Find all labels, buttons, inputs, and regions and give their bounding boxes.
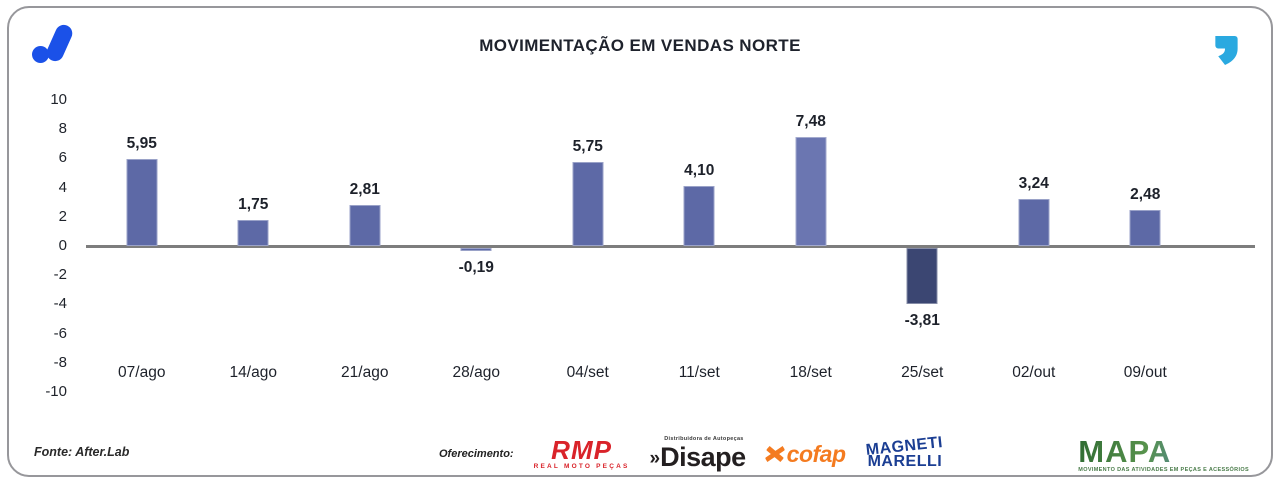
y-tick-label: 10 [50, 91, 67, 108]
x-axis-label: 28/ago [452, 364, 500, 381]
x-axis-label: 09/out [1123, 364, 1167, 381]
x-axis-label: 11/set [678, 364, 720, 381]
chart-column: 5,95 07/ago [86, 100, 198, 392]
chart-column: 3,24 02/out [978, 100, 1090, 392]
x-axis-label: 02/out [1012, 364, 1056, 381]
x-axis-label: 25/set [901, 364, 944, 381]
chart-column: -3,81 25/set [867, 100, 979, 392]
x-axis-label: 14/ago [229, 364, 277, 381]
bar-value-label: 7,48 [795, 112, 826, 130]
y-tick-label: -6 [53, 324, 67, 342]
x-axis-label: 07/ago [118, 364, 166, 381]
zero-line [86, 245, 1255, 248]
y-tick-label: -2 [53, 266, 67, 284]
rmp-tagline: REAL MOTO PEÇAS [533, 463, 630, 471]
afterlab-logo-dot [32, 46, 49, 63]
x-axis-label: 21/ago [341, 364, 389, 381]
sponsors-row: Oferecimento: RMP REAL MOTO PEÇAS Distri… [439, 430, 944, 475]
bar [237, 220, 269, 246]
afterlab-logo-icon [29, 22, 81, 66]
chart-column: 7,48 18/set [755, 100, 867, 392]
x-axis-label: 18/set [789, 364, 832, 381]
chart-column: 4,10 11/set [644, 100, 756, 392]
disape-tagline: Distribuidora de Autopeças [664, 436, 744, 442]
disape-wordmark: Disape [660, 442, 746, 472]
quote-mark-icon [1215, 35, 1238, 65]
chart-column: 1,75 14/ago [198, 100, 310, 392]
bar [572, 162, 604, 246]
sponsorship-label: Oferecimento: [439, 448, 514, 460]
disape-guillemet: » [649, 448, 661, 469]
mapa-logo: MAPA MOVIMENTO DAS ATIVIDADES EM PEÇAS E… [1078, 436, 1249, 474]
y-tick-label: 2 [58, 207, 67, 225]
bar-value-label: 4,10 [684, 162, 715, 180]
bar [349, 204, 381, 246]
y-tick-label: 4 [58, 178, 67, 196]
bar-value-label: 3,24 [1018, 174, 1049, 192]
cofap-logo: cofap [764, 440, 846, 468]
bar [1129, 209, 1161, 246]
cofap-x-icon [764, 446, 785, 462]
bar-value-label: 2,48 [1130, 185, 1161, 203]
y-tick-label: 6 [58, 149, 67, 167]
cofap-wordmark: cofap [786, 440, 846, 467]
bar-value-label: 2,81 [349, 180, 380, 198]
bar-value-label: 1,75 [238, 196, 269, 214]
bar [906, 248, 938, 304]
bar-value-label: 5,75 [572, 138, 603, 156]
mapa-wordmark: MAPA [1078, 436, 1249, 467]
y-tick-label: -4 [53, 295, 67, 313]
bar [460, 248, 492, 251]
mapa-tagline: MOVIMENTO DAS ATIVIDADES EM PEÇAS E ACES… [1078, 467, 1249, 473]
y-tick-label: 0 [58, 237, 67, 254]
y-tick-label: -10 [45, 383, 67, 400]
bar-value-label: -3,81 [904, 311, 940, 329]
magneti-line2: MARELLI [867, 452, 942, 470]
x-axis-label: 04/set [566, 364, 609, 381]
magneti-marelli-logo: MAGNETI MARELLI [865, 434, 944, 470]
bar-value-label: -0,19 [458, 258, 494, 276]
chart-column: 5,75 04/set [532, 100, 644, 392]
chart-column: -0,19 28/ago [421, 100, 533, 392]
bar [795, 136, 827, 246]
chart-column: 2,48 09/out [1090, 100, 1202, 392]
bar [126, 159, 158, 246]
y-tick-label: -8 [53, 353, 67, 371]
chart-card: MOVIMENTAÇÃO EM VENDAS NORTE 10 8 6 4 2 0 -2 -4… [7, 6, 1273, 477]
quote-mark-path [1215, 35, 1238, 65]
disape-logo: Distribuidora de Autopeças »Disape [649, 436, 747, 472]
chart-column: 2,81 21/ago [309, 100, 421, 392]
y-axis-labels: 10 8 6 4 2 0 -2 -4 -6 -8 -10 [21, 91, 67, 400]
chart-title: MOVIMENTAÇÃO EM VENDAS NORTE [479, 36, 801, 55]
y-tick-label: 8 [58, 120, 67, 138]
bar [683, 186, 715, 246]
bar [1018, 198, 1050, 246]
bar-value-label: 5,95 [126, 135, 157, 153]
plot-area: 5,95 07/ago 1,75 14/ago 2,81 21/ago -0,19 28/ag… [86, 100, 1201, 392]
rmp-logo: RMP REAL MOTO PEÇAS [534, 437, 630, 471]
rmp-wordmark: RMP [551, 435, 612, 466]
source-label: Fonte: After.Lab [34, 445, 130, 459]
